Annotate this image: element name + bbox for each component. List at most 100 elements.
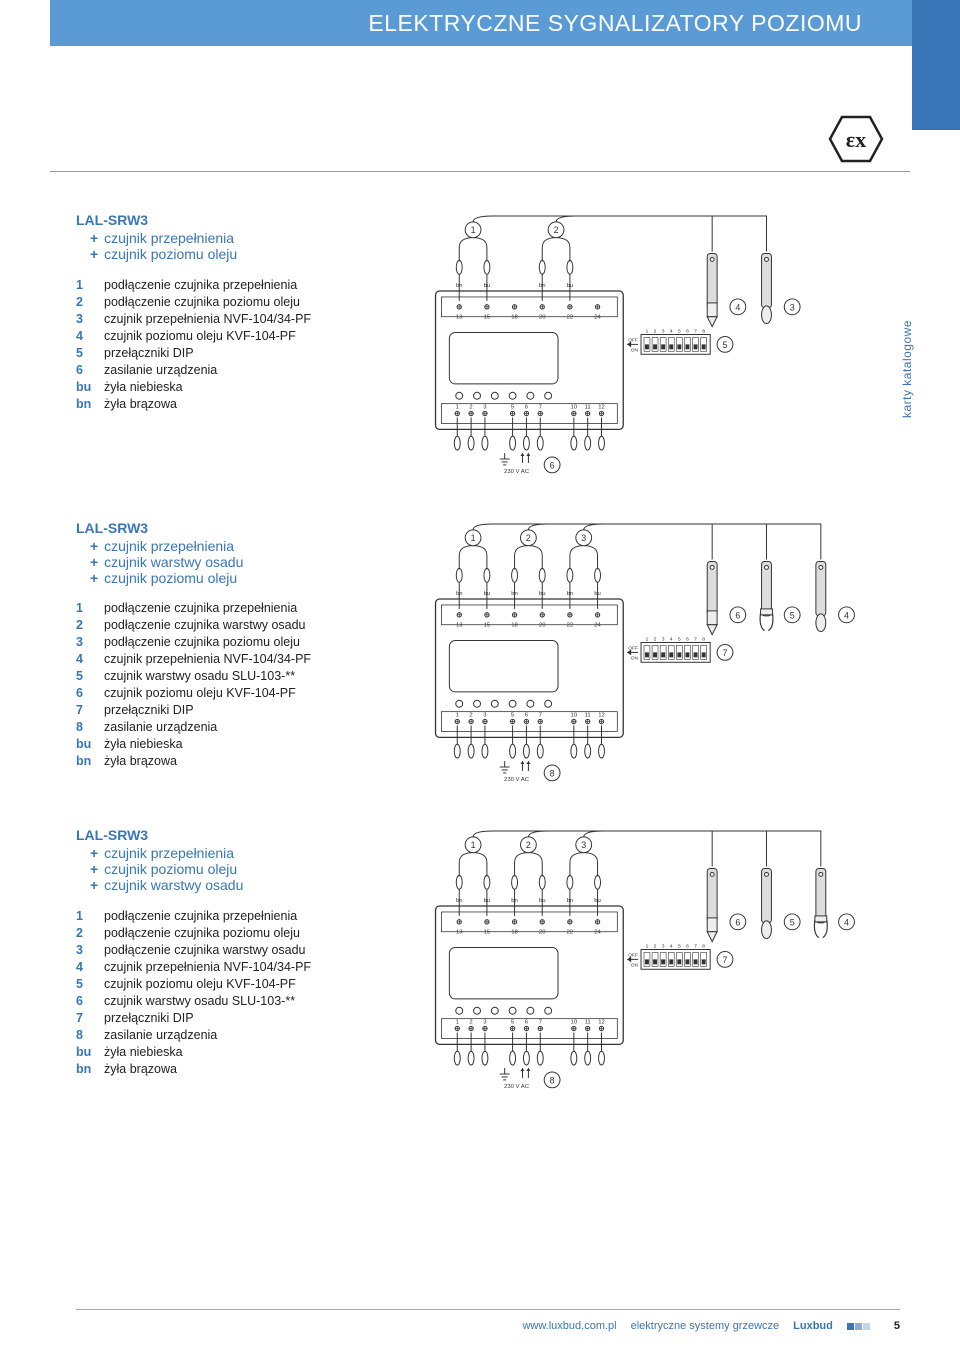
feature-line: + czujnik warstwy osadu (90, 554, 376, 570)
svg-text:1: 1 (646, 944, 649, 950)
svg-text:2: 2 (554, 225, 559, 235)
legend-row: 3czujnik przepełnienia NVF-104/34-PF (76, 310, 311, 327)
svg-text:12: 12 (598, 1020, 605, 1026)
svg-text:3: 3 (581, 533, 586, 543)
svg-text:13: 13 (456, 930, 463, 936)
svg-text:bn: bn (511, 898, 518, 904)
legend-row: 8zasilanie urządzenia (76, 719, 311, 736)
footer-brand: Luxbud (793, 1320, 833, 1332)
product-title: LAL-SRW3 (76, 827, 376, 843)
svg-text:18: 18 (511, 622, 518, 628)
svg-text:2: 2 (654, 329, 657, 335)
svg-text:1: 1 (456, 405, 459, 411)
svg-text:6: 6 (686, 329, 689, 335)
svg-text:13: 13 (456, 315, 463, 321)
legend-row: bnżyła brązowa (76, 753, 311, 770)
feature-line: + czujnik przepełnienia (90, 230, 376, 246)
svg-text:1: 1 (646, 636, 649, 642)
feature-line: + czujnik poziomu oleju (90, 246, 376, 262)
svg-text:11: 11 (585, 405, 591, 411)
svg-text:12: 12 (598, 405, 605, 411)
svg-text:4: 4 (670, 636, 673, 642)
svg-text:bn: bn (456, 898, 463, 904)
ex-badge-icon: εx (828, 115, 884, 163)
svg-text:24: 24 (594, 622, 601, 628)
product-title: LAL-SRW3 (76, 520, 376, 536)
svg-text:3: 3 (662, 636, 665, 642)
svg-text:20: 20 (539, 622, 546, 628)
svg-text:7: 7 (539, 712, 542, 718)
legend-row: 5czujnik poziomu oleju KVF-104-PF (76, 975, 311, 992)
svg-text:2: 2 (469, 1020, 472, 1026)
svg-text:2: 2 (469, 712, 472, 718)
svg-text:11: 11 (585, 1020, 591, 1026)
legend-row: bużyła niebieska (76, 1043, 311, 1060)
svg-text:2: 2 (526, 533, 531, 543)
svg-text:7: 7 (723, 955, 728, 965)
legend-row: bużyła niebieska (76, 378, 311, 395)
legend-row: 1podłączenie czujnika przepełnienia (76, 907, 311, 924)
svg-text:8: 8 (702, 944, 705, 950)
svg-text:bu: bu (539, 898, 546, 904)
footer: www.luxbud.com.pl elektryczne systemy gr… (0, 1309, 960, 1332)
legend-row: 6czujnik poziomu oleju KVF-104-PF (76, 685, 311, 702)
legend-row: 5przełączniki DIP (76, 344, 311, 361)
svg-text:2: 2 (469, 405, 472, 411)
wiring-diagram: bnbu1bnbu213151820222412345678OFFON51235… (396, 212, 890, 489)
product-title: LAL-SRW3 (76, 212, 376, 228)
legend-column: LAL-SRW3 + czujnik przepełnienia+ czujnik… (76, 520, 376, 802)
page-title: ELEKTRYCZNE SYGNALIZATORY POZIOMU (368, 10, 862, 36)
svg-text:1: 1 (646, 329, 649, 335)
svg-text:20: 20 (539, 315, 546, 321)
svg-text:6: 6 (686, 944, 689, 950)
svg-text:5: 5 (790, 918, 795, 928)
svg-text:8: 8 (550, 768, 555, 778)
svg-text:3: 3 (662, 329, 665, 335)
svg-text:bu: bu (539, 591, 546, 597)
svg-text:2: 2 (654, 636, 657, 642)
legend-row: bnżyła brązowa (76, 395, 311, 412)
svg-text:bu: bu (484, 591, 491, 597)
legend-row: 7przełączniki DIP (76, 1009, 311, 1026)
footer-url: www.luxbud.com.pl (522, 1320, 616, 1332)
svg-text:22: 22 (567, 930, 574, 936)
svg-text:4: 4 (670, 944, 673, 950)
svg-text:3: 3 (662, 944, 665, 950)
legend-row: 8zasilanie urządzenia (76, 1026, 311, 1043)
svg-text:22: 22 (567, 315, 574, 321)
svg-text:1: 1 (456, 1020, 459, 1026)
svg-text:15: 15 (484, 930, 491, 936)
footer-tagline: elektryczne systemy grzewcze (631, 1320, 780, 1332)
feature-line: + czujnik przepełnienia (90, 538, 376, 554)
svg-text:6: 6 (550, 460, 555, 470)
legend-row: 2podłączenie czujnika poziomu oleju (76, 924, 311, 941)
legend-table: 1podłączenie czujnika przepełnienia2podł… (76, 600, 311, 770)
svg-text:8: 8 (702, 636, 705, 642)
svg-text:15: 15 (484, 622, 491, 628)
section: LAL-SRW3+ czujnik przepełnienia+ czujnik… (76, 827, 890, 1109)
svg-text:bu: bu (484, 898, 491, 904)
legend-row: 3podłączenie czujnika poziomu oleju (76, 634, 311, 651)
svg-text:2: 2 (654, 944, 657, 950)
svg-text:5: 5 (678, 944, 681, 950)
svg-text:230 V AC: 230 V AC (504, 469, 530, 475)
svg-text:1: 1 (471, 533, 476, 543)
svg-text:22: 22 (567, 622, 574, 628)
legend-row: 6czujnik warstwy osadu SLU-103-** (76, 992, 311, 1009)
svg-text:230 V AC: 230 V AC (504, 776, 530, 782)
section: LAL-SRW3 + czujnik przepełnienia+ czujnik… (76, 520, 890, 802)
svg-text:1: 1 (471, 840, 476, 850)
svg-text:5: 5 (678, 329, 681, 335)
legend-row: 3podłączenie czujnika warstwy osadu (76, 941, 311, 958)
svg-text:4: 4 (844, 610, 849, 620)
svg-text:6: 6 (735, 610, 740, 620)
legend-row: 2podłączenie czujnika warstwy osadu (76, 617, 311, 634)
svg-text:bn: bn (511, 591, 518, 597)
header-band: ELEKTRYCZNE SYGNALIZATORY POZIOMU (50, 0, 960, 46)
wiring-diagram: bnbu1bnbu2bnbu313151820222412345678OFFON… (396, 827, 890, 1104)
svg-text:bu: bu (594, 591, 601, 597)
svg-text:εx: εx (846, 127, 866, 152)
svg-text:bn: bn (456, 283, 463, 289)
svg-text:15: 15 (484, 315, 491, 321)
svg-text:5: 5 (790, 610, 795, 620)
